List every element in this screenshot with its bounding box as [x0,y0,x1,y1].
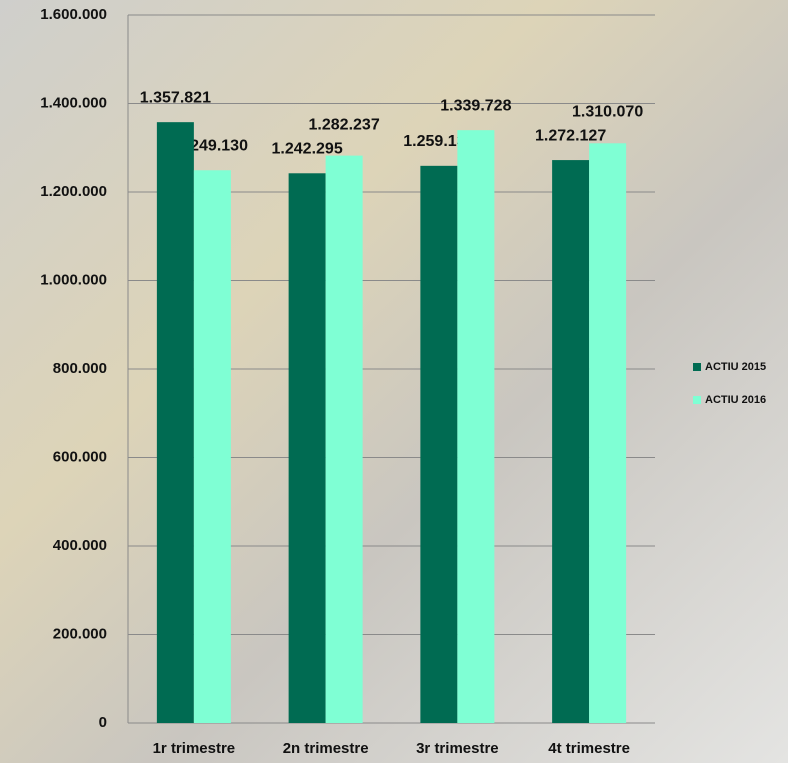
y-tick-label: 400.000 [53,537,107,554]
value-label: 1.282.237 [309,117,380,134]
bar [193,170,231,723]
value-label: 1.357.821 [140,89,211,106]
x-tick-label: 1r trimestre [153,740,236,757]
y-tick-label: 1.000.000 [40,271,107,288]
y-tick-label: 1.400.000 [40,94,107,111]
value-label: 1.339.728 [440,97,511,114]
value-label: 1.242.295 [272,141,343,158]
legend-swatch [693,396,701,404]
y-tick-label: 800.000 [53,360,107,377]
bar [156,122,194,724]
legend-label: ACTIU 2015 [705,361,766,373]
value-label: 1.259.136 [403,133,474,150]
y-tick-label: 0 [99,714,107,731]
y-tick-label: 600.000 [53,448,107,465]
legend-label: ACTIU 2016 [705,394,766,406]
bar [589,143,627,724]
bar [325,155,363,724]
bar [420,165,458,723]
value-label: 1.272.127 [535,127,606,144]
x-tick-label: 4t trimestre [548,740,630,757]
bar [552,160,590,723]
y-tick-label: 1.200.000 [40,183,107,200]
y-tick-label: 200.000 [53,625,107,642]
bar [288,173,326,723]
legend-swatch [693,363,701,371]
y-tick-label: 1.600.000 [40,6,107,23]
x-tick-label: 2n trimestre [283,740,369,757]
bar [457,130,495,724]
value-label: 1.249.130 [177,137,248,154]
x-tick-label: 3r trimestre [416,740,499,757]
value-label: 1.310.070 [572,103,643,120]
